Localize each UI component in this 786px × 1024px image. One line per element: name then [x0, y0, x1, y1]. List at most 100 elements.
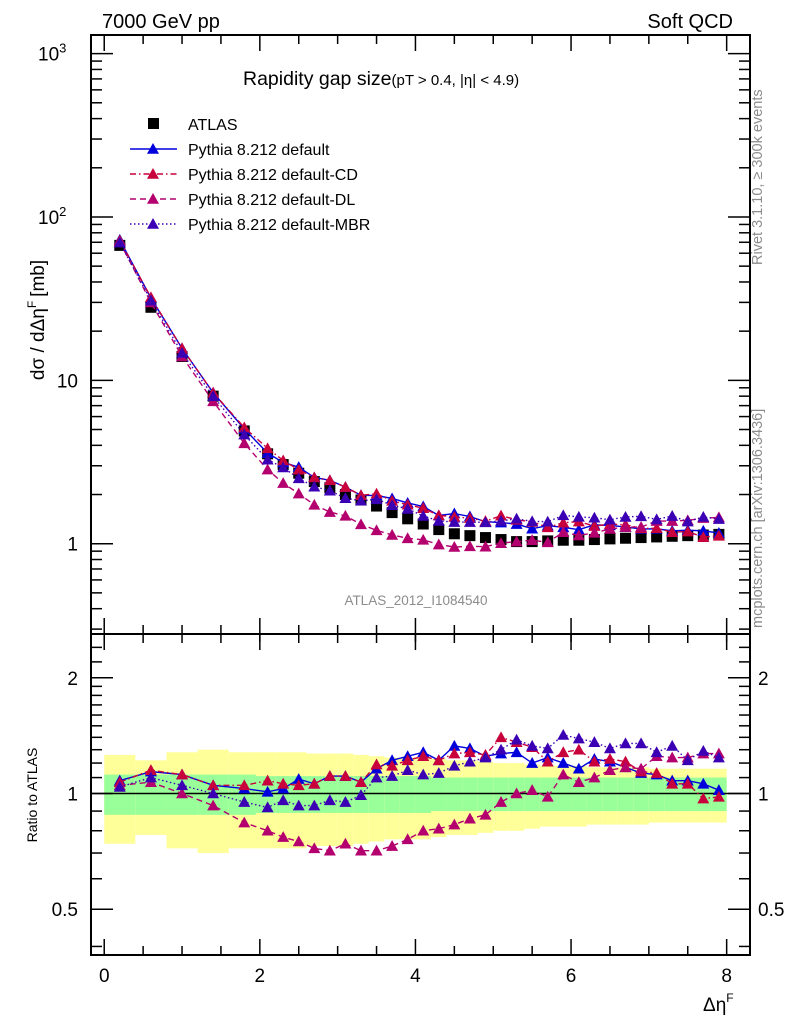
main-ylabel: dσ / dΔηF [mb]: [25, 260, 49, 380]
ratio-series-marker: [370, 758, 383, 770]
series-marker: [354, 518, 367, 530]
series-line: [119, 242, 719, 524]
data-point-atlas: [588, 534, 600, 546]
series-marker: [681, 525, 694, 537]
ratio-series-marker: [448, 759, 461, 771]
ratio-series-marker: [526, 784, 539, 795]
ratio-band-inner: [633, 777, 649, 812]
plot-title-suffix: (pT > 0.4, |η| < 4.9): [392, 72, 520, 89]
series-marker: [354, 494, 367, 506]
ratio-series-marker: [238, 816, 251, 828]
ratio-series-marker: [292, 779, 305, 791]
ratio-series-marker: [261, 785, 274, 797]
series-marker: [697, 531, 710, 542]
plot-title-main: Rapidity gap size: [243, 68, 392, 90]
series-marker: [666, 510, 679, 521]
ratio-series-marker: [292, 773, 305, 784]
header-category-label: Soft QCD: [647, 11, 733, 33]
series-marker: [681, 515, 694, 527]
ratio-uncertainty-bands: [91, 749, 750, 854]
series-marker: [386, 499, 399, 510]
ratio-series-marker: [572, 732, 585, 744]
ratio-series-marker: [144, 771, 157, 783]
ratio-series-marker: [681, 777, 694, 789]
analysis-id-label: ATLAS_2012_I1084540: [344, 593, 487, 608]
ratio-series-marker: [510, 787, 523, 799]
mcplots-source-label: mcplots.cern.ch [arXiv:1306.3436]: [750, 409, 766, 628]
series-marker: [588, 511, 601, 523]
ratio-series-marker: [681, 754, 694, 766]
ratio-series-pythia-8-212-default-mbr: [113, 728, 725, 813]
data-point-atlas: [573, 534, 585, 546]
ratio-series-marker: [401, 764, 414, 775]
ratio-series-marker: [432, 754, 445, 766]
series-marker: [339, 492, 352, 503]
ratio-series-marker: [113, 780, 126, 792]
x-tick-label: 0: [99, 966, 110, 987]
ratio-series-marker: [619, 755, 632, 767]
ratio-series-marker: [712, 790, 725, 802]
ratio-series-marker: [339, 796, 352, 807]
ratio-series-marker: [261, 774, 274, 786]
ratio-band-inner: [648, 777, 665, 812]
series-marker: [176, 346, 189, 358]
series-marker: [308, 471, 321, 483]
axes: 0 2 4 6 8 1 10 102 103 0.5 0.5 1 1 2 2: [38, 34, 784, 987]
series-marker: [277, 477, 290, 488]
ratio-series-marker: [448, 818, 461, 830]
series-marker: [495, 514, 508, 526]
series-marker: [417, 502, 430, 513]
ratio-series-marker: [463, 755, 476, 767]
main-y-tick-label: 10: [57, 371, 78, 392]
series-marker: [526, 522, 539, 534]
ratio-series-marker: [354, 776, 367, 787]
ratio-series-marker: [541, 742, 554, 754]
series-marker: [697, 524, 710, 536]
main-y-tick-label: 103: [38, 41, 66, 66]
ratio-band-inner: [228, 774, 256, 815]
data-point-atlas: [448, 528, 460, 540]
ratio-series-marker: [541, 790, 554, 802]
series-marker: [207, 390, 220, 401]
series-marker: [432, 514, 445, 526]
series-marker: [323, 506, 336, 517]
ratio-series-marker: [417, 768, 430, 780]
ratio-band-inner: [555, 777, 572, 812]
ratio-series-marker: [495, 731, 508, 743]
series-marker: [238, 421, 251, 433]
ratio-series-marker: [144, 764, 157, 775]
series-marker: [619, 521, 632, 532]
ratio-series-marker: [386, 840, 399, 851]
data-point-atlas: [479, 532, 491, 544]
ratio-series-marker: [261, 824, 274, 836]
series-marker: [308, 480, 321, 492]
series-marker: [448, 540, 461, 552]
series-marker: [557, 526, 570, 537]
data-point-atlas: [604, 533, 616, 545]
series-marker: [323, 474, 336, 486]
ratio-series-marker: [588, 755, 601, 767]
ratio-series-marker: [207, 787, 220, 799]
series-marker: [650, 513, 663, 525]
main-ylabel-unit: [mb]: [28, 260, 49, 297]
series-marker: [339, 481, 352, 492]
series-marker: [463, 540, 476, 552]
ratio-series-marker: [401, 754, 414, 766]
series-line: [119, 239, 719, 534]
series-marker: [557, 509, 570, 521]
data-point-atlas: [402, 513, 414, 525]
ratio-series-marker: [526, 739, 539, 751]
series-marker: [277, 454, 290, 466]
series-marker: [238, 428, 251, 440]
ratio-series-marker: [277, 831, 290, 842]
series-marker: [510, 535, 523, 547]
ratio-series-marker: [572, 776, 585, 787]
ratio-series-marker: [712, 784, 725, 795]
legend-item: Pythia 8.212 default-CD: [130, 167, 358, 184]
ratio-series-marker: [666, 777, 679, 789]
ratio-series-marker: [479, 751, 492, 763]
series-marker: [572, 523, 585, 535]
series-marker: [603, 513, 616, 525]
ratio-series-marker: [463, 812, 476, 824]
ratio-series-marker: [417, 824, 430, 836]
